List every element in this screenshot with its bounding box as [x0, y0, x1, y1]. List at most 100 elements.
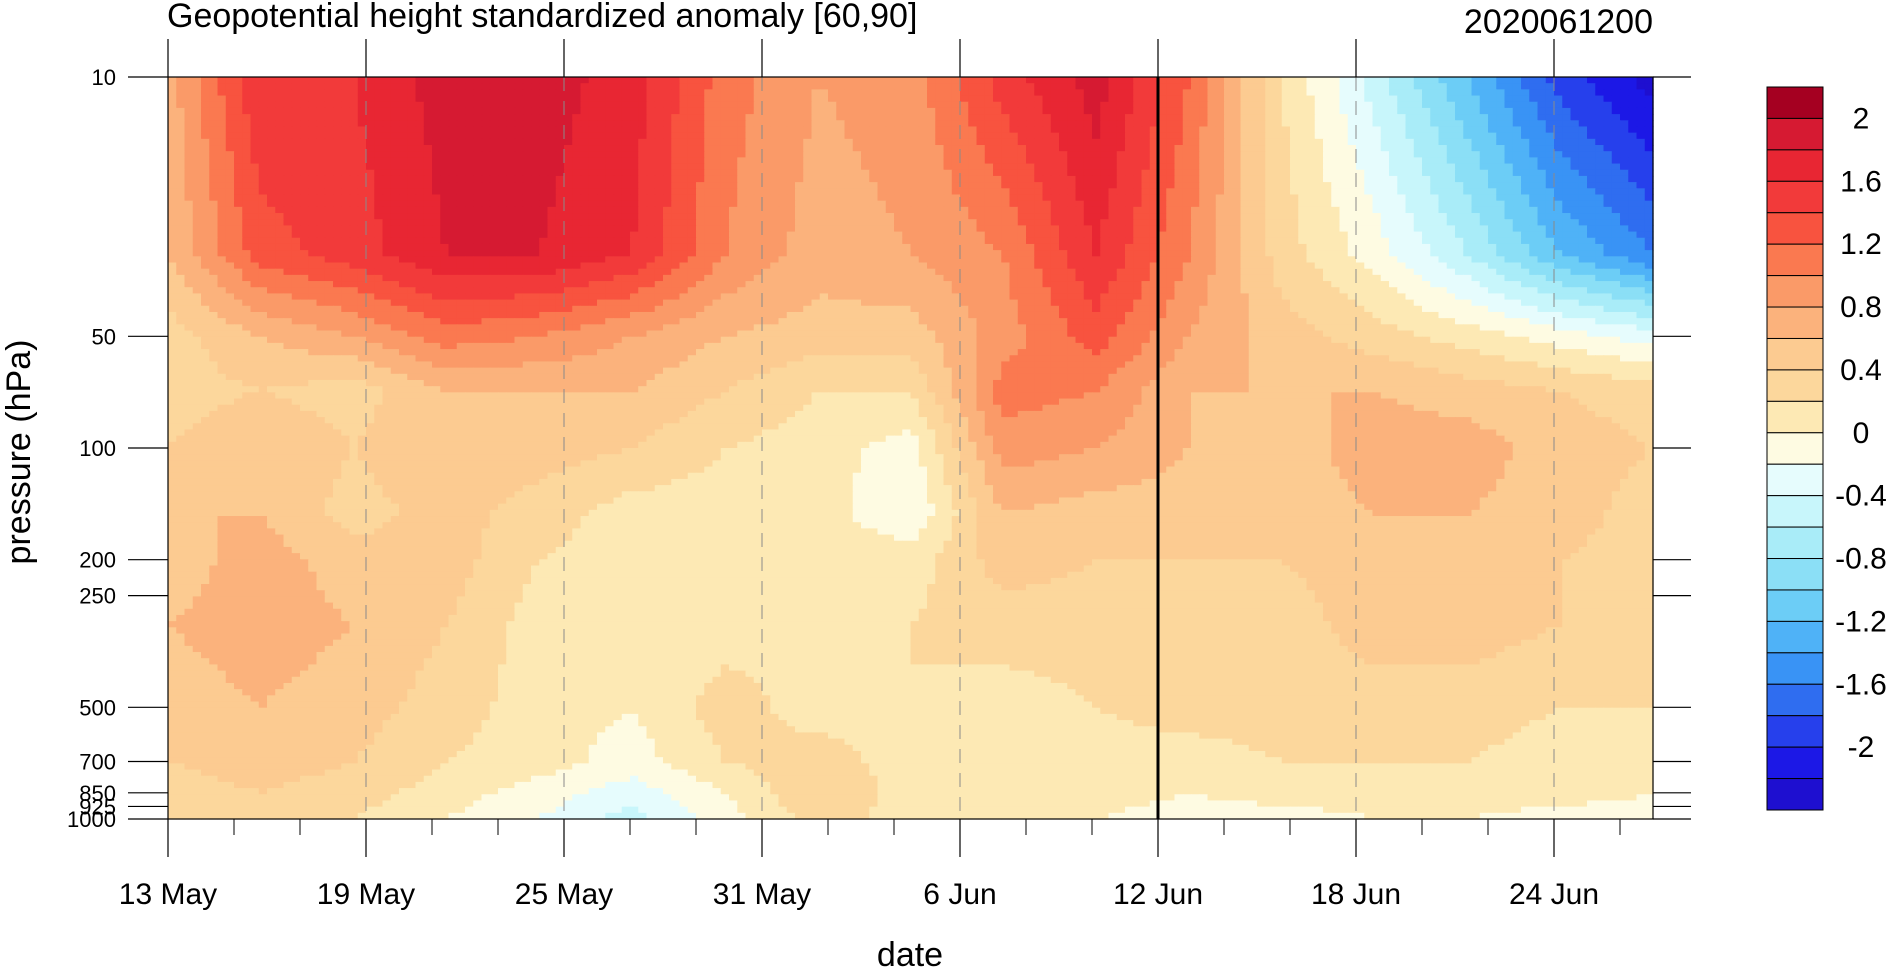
- field-cell: [564, 138, 573, 146]
- field-cell: [1158, 126, 1167, 134]
- field-cell: [366, 213, 375, 220]
- field-cell: [308, 194, 318, 202]
- field-cell: [572, 175, 582, 183]
- field-cell: [770, 163, 780, 171]
- field-cell: [828, 169, 837, 177]
- field-cell: [1389, 182, 1398, 189]
- field-cell: [349, 163, 359, 171]
- field-cell: [687, 132, 697, 140]
- field-cell: [514, 77, 524, 84]
- field-cell: [316, 77, 326, 84]
- field-cell: [514, 89, 524, 97]
- field-cell: [1034, 132, 1044, 140]
- field-cell: [555, 95, 565, 103]
- field-cell: [885, 188, 895, 196]
- field-cell: [1092, 126, 1101, 134]
- field-cell: [687, 225, 697, 233]
- field-cell: [1347, 231, 1357, 239]
- field-cell: [811, 151, 821, 158]
- field-cell: [1174, 138, 1184, 146]
- field-cell: [316, 188, 326, 196]
- field-cell: [1009, 138, 1019, 146]
- field-cell: [597, 138, 606, 146]
- field-cell: [918, 188, 928, 196]
- field-cell: [1372, 145, 1382, 152]
- field-cell: [448, 107, 458, 115]
- field-cell: [679, 157, 689, 165]
- field-cell: [1017, 219, 1027, 226]
- field-cell: [786, 163, 796, 171]
- field-cell: [1207, 120, 1217, 128]
- field-cell: [1356, 219, 1365, 226]
- field-cell: [1281, 89, 1291, 97]
- field-cell: [564, 182, 573, 189]
- field-cell: [382, 182, 392, 189]
- field-cell: [753, 206, 763, 214]
- field-cell: [844, 138, 854, 146]
- field-cell: [671, 194, 681, 202]
- field-cell: [440, 89, 450, 97]
- field-cell: [935, 77, 945, 84]
- field-cell: [1512, 219, 1522, 226]
- field-cell: [572, 120, 582, 128]
- field-cell: [1479, 95, 1489, 103]
- field-cell: [440, 101, 450, 109]
- field-cell: [1133, 83, 1143, 90]
- field-cell: [481, 138, 491, 146]
- field-cell: [687, 175, 697, 183]
- field-cell: [1347, 95, 1357, 103]
- field-cell: [1405, 200, 1415, 208]
- field-cell: [539, 213, 549, 220]
- field-cell: [300, 101, 309, 109]
- field-cell: [242, 145, 252, 152]
- field-cell: [852, 169, 862, 177]
- field-cell: [729, 120, 738, 128]
- field-cell: [836, 219, 846, 226]
- field-cell: [522, 77, 532, 84]
- field-cell: [976, 225, 986, 233]
- field-cell: [1191, 163, 1200, 171]
- field-cell: [976, 157, 986, 165]
- field-cell: [968, 169, 978, 177]
- field-cell: [498, 163, 507, 171]
- field-cell: [572, 132, 582, 140]
- field-cell: [506, 194, 516, 202]
- field-cell: [448, 89, 458, 97]
- field-cell: [275, 169, 285, 177]
- field-cell: [869, 169, 879, 177]
- field-cell: [1488, 95, 1497, 103]
- field-cell: [1108, 114, 1118, 121]
- field-cell: [1644, 200, 1654, 208]
- field-cell: [1554, 175, 1563, 183]
- field-cell: [910, 101, 920, 109]
- field-cell: [588, 169, 598, 177]
- field-cell: [283, 138, 293, 146]
- field-cell: [1133, 120, 1143, 128]
- field-cell: [1067, 194, 1077, 202]
- field-cell: [407, 77, 417, 84]
- field-cell: [968, 175, 978, 183]
- field-cell: [1290, 213, 1299, 220]
- field-cell: [168, 169, 177, 177]
- field-cell: [1199, 219, 1209, 226]
- field-cell: [1620, 157, 1629, 165]
- field-cell: [1372, 213, 1382, 220]
- field-cell: [1207, 237, 1217, 245]
- field-cell: [753, 138, 763, 146]
- field-cell: [291, 231, 301, 239]
- field-cell: [745, 89, 755, 97]
- field-cell: [399, 219, 408, 226]
- field-cell: [506, 157, 516, 165]
- field-cell: [852, 157, 862, 165]
- field-cell: [762, 107, 771, 115]
- field-cell: [1372, 83, 1382, 90]
- field-cell: [1240, 213, 1250, 220]
- field-cell: [621, 169, 631, 177]
- field-cell: [885, 225, 895, 233]
- field-cell: [250, 237, 260, 245]
- field-cell: [1446, 77, 1456, 84]
- field-cell: [613, 114, 623, 121]
- field-cell: [456, 237, 466, 245]
- field-cell: [605, 231, 615, 239]
- field-cell: [209, 200, 219, 208]
